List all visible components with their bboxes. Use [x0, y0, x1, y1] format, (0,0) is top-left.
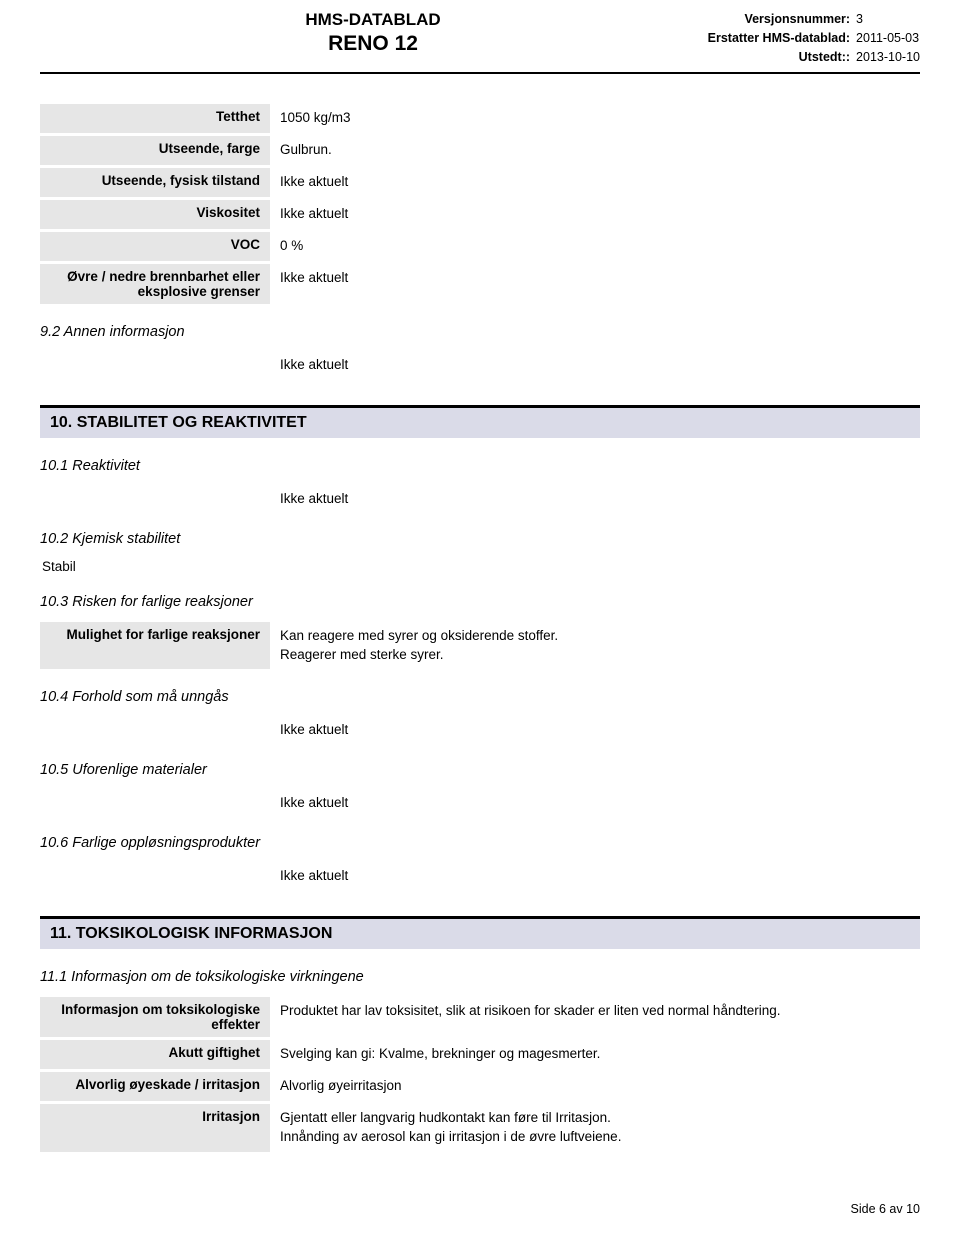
subsection-heading: 10.3 Risken for farlige reaksjoner [40, 594, 920, 610]
property-row: Alvorlig øyeskade / irritasjon Alvorlig … [40, 1072, 920, 1101]
property-value: Ikke aktuelt [270, 264, 920, 304]
meta-value: 2011-05-03 [856, 29, 919, 48]
property-value: 1050 kg/m3 [270, 104, 920, 133]
subsection-heading: 9.2 Annen informasjon [40, 324, 920, 340]
property-row: Irritasjon Gjentatt eller langvarig hudk… [40, 1104, 920, 1152]
property-value: Produktet har lav toksisitet, slik at ri… [270, 997, 920, 1037]
property-value: Gulbrun. [270, 136, 920, 165]
subsection-heading: 10.1 Reaktivitet [40, 458, 920, 474]
meta-value: 3 [856, 10, 863, 29]
property-label: Viskositet [40, 200, 270, 229]
subsection-heading: 10.5 Uforenlige materialer [40, 762, 920, 778]
meta-label: Utstedt:: [706, 48, 856, 67]
property-label: Mulighet for farlige reaksjoner [40, 622, 270, 670]
meta-label: Erstatter HMS-datablad: [706, 29, 856, 48]
section-title: 10. STABILITET OG REAKTIVITET [40, 405, 920, 438]
property-row: Akutt giftighet Svelging kan gi: Kvalme,… [40, 1040, 920, 1069]
property-label: Øvre / nedre brennbarhet eller eksplosiv… [40, 264, 270, 304]
product-title: RENO 12 [40, 32, 706, 56]
section-title: 11. TOKSIKOLOGISK INFORMASJON [40, 916, 920, 949]
property-row: Utseende, farge Gulbrun. [40, 136, 920, 165]
property-label: Tetthet [40, 104, 270, 133]
subsection-text: Ikke aktuelt [40, 352, 920, 377]
property-row: Mulighet for farlige reaksjoner Kan reag… [40, 622, 920, 670]
property-row: Viskositet Ikke aktuelt [40, 200, 920, 229]
property-label: VOC [40, 232, 270, 261]
property-label: Informasjon om toksikologiske effekter [40, 997, 270, 1037]
page-header: HMS-DATABLAD RENO 12 Versjonsnummer: 3 E… [40, 0, 920, 74]
subsection-text: Stabil [42, 559, 920, 574]
property-value: Alvorlig øyeirritasjon [270, 1072, 920, 1101]
subsection-text: Ikke aktuelt [40, 486, 920, 511]
property-value: Ikke aktuelt [270, 200, 920, 229]
meta-label: Versjonsnummer: [706, 10, 856, 29]
property-value: Ikke aktuelt [270, 168, 920, 197]
subsection-heading: 10.4 Forhold som må unngås [40, 689, 920, 705]
property-label: Utseende, fysisk tilstand [40, 168, 270, 197]
doc-type-title: HMS-DATABLAD [40, 10, 706, 30]
property-row: Utseende, fysisk tilstand Ikke aktuelt [40, 168, 920, 197]
subsection-text: Ikke aktuelt [40, 863, 920, 888]
subsection-text: Ikke aktuelt [40, 790, 920, 815]
header-meta: Versjonsnummer: 3 Erstatter HMS-datablad… [706, 10, 920, 66]
property-row: Informasjon om toksikologiske effekter P… [40, 997, 920, 1037]
meta-row: Utstedt:: 2013-10-10 [706, 48, 920, 67]
subsection-text: Ikke aktuelt [40, 717, 920, 742]
subsection-heading: 10.2 Kjemisk stabilitet [40, 531, 920, 547]
property-value: Gjentatt eller langvarig hudkontakt kan … [270, 1104, 920, 1152]
subsection-heading: 11.1 Informasjon om de toksikologiske vi… [40, 969, 920, 985]
meta-row: Erstatter HMS-datablad: 2011-05-03 [706, 29, 920, 48]
property-row: VOC 0 % [40, 232, 920, 261]
page-footer: Side 6 av 10 [40, 1202, 920, 1236]
subsection-heading: 10.6 Farlige oppløsningsprodukter [40, 835, 920, 851]
property-value: Kan reagere med syrer og oksiderende sto… [270, 622, 920, 670]
meta-value: 2013-10-10 [856, 48, 920, 67]
property-label: Alvorlig øyeskade / irritasjon [40, 1072, 270, 1101]
property-value: Svelging kan gi: Kvalme, brekninger og m… [270, 1040, 920, 1069]
property-row: Tetthet 1050 kg/m3 [40, 104, 920, 133]
property-label: Akutt giftighet [40, 1040, 270, 1069]
meta-row: Versjonsnummer: 3 [706, 10, 920, 29]
property-value: 0 % [270, 232, 920, 261]
property-label: Utseende, farge [40, 136, 270, 165]
header-titles: HMS-DATABLAD RENO 12 [40, 10, 706, 56]
property-row: Øvre / nedre brennbarhet eller eksplosiv… [40, 264, 920, 304]
property-label: Irritasjon [40, 1104, 270, 1152]
